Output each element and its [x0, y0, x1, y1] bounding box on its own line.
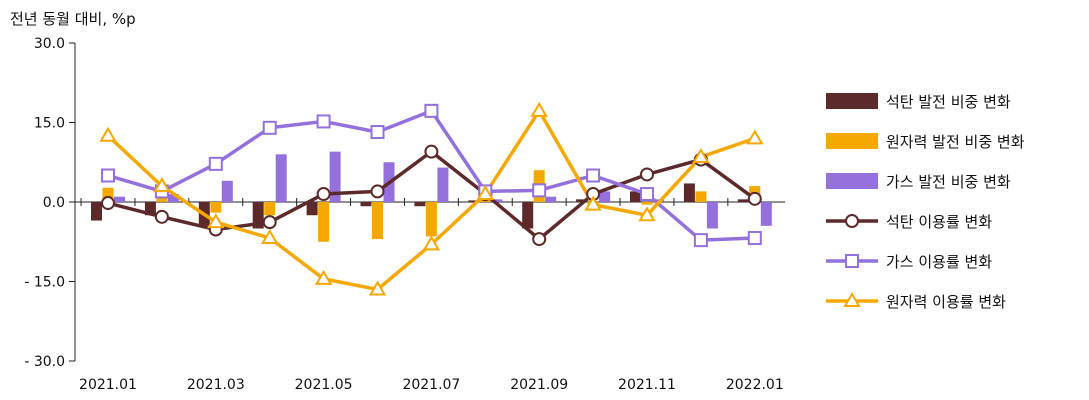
legend-marker	[845, 214, 859, 228]
legend-label: 석탄 이용률 변화	[886, 213, 992, 231]
y-axis-unit-label: 전년 동월 대비, %p	[10, 10, 136, 28]
data-point	[370, 184, 385, 199]
data-point	[747, 231, 762, 246]
bar	[576, 199, 588, 202]
x-tick-label: 2022.01	[726, 377, 784, 393]
bar-layer	[91, 151, 772, 242]
x-tick-label: 2021.07	[402, 377, 460, 393]
bar	[156, 196, 168, 202]
bar	[360, 202, 372, 207]
x-tick-label: 2021.05	[295, 377, 353, 393]
data-point	[101, 168, 115, 183]
bar	[329, 151, 341, 202]
bar	[318, 202, 330, 242]
bar	[599, 191, 611, 202]
data-point	[260, 229, 279, 245]
bar	[144, 202, 156, 216]
legend-label: 가스 이용률 변화	[886, 253, 992, 271]
data-point	[640, 187, 654, 202]
bar	[372, 202, 383, 240]
data-point	[476, 185, 495, 201]
data-point	[370, 125, 385, 140]
bar	[167, 194, 179, 202]
y-tick-label: - 30.0	[24, 354, 65, 370]
bar	[91, 202, 102, 221]
bar	[545, 196, 557, 202]
legend-label: 원자력 이용률 변화	[886, 293, 1006, 311]
x-tick-label: 2021.09	[510, 377, 568, 393]
data-point	[532, 183, 547, 198]
bar	[252, 202, 264, 229]
data-point	[101, 196, 115, 211]
data-point	[586, 168, 601, 183]
bar	[522, 202, 534, 229]
data-point	[208, 156, 223, 171]
data-point	[747, 191, 762, 206]
line-layer	[99, 101, 764, 296]
data-point	[368, 280, 387, 296]
x-tick-label: 2021.11	[618, 377, 676, 393]
x-tick-label: 2021.01	[79, 377, 137, 393]
y-tick-label: - 15.0	[24, 275, 65, 291]
data-point	[153, 177, 171, 193]
bar	[221, 180, 233, 202]
bar	[425, 202, 437, 237]
data-point	[424, 144, 439, 159]
legend-label: 원자력 발전 비중 변화	[886, 133, 1025, 151]
y-tick-label: 30.0	[34, 36, 65, 52]
legend-swatch	[826, 133, 878, 149]
legend-swatch	[826, 173, 878, 189]
legend-label: 가스 발전 비중 변화	[886, 173, 1011, 191]
y-tick-label: 15.0	[34, 116, 65, 132]
data-point	[638, 206, 656, 222]
bar	[630, 191, 641, 202]
bar	[414, 202, 426, 207]
data-point	[316, 114, 331, 129]
data-point	[746, 129, 764, 145]
bar	[210, 202, 222, 213]
bar	[114, 196, 125, 202]
data-point	[693, 233, 708, 248]
data-point	[262, 215, 277, 230]
data-point	[207, 213, 225, 229]
data-point	[530, 101, 548, 117]
legend-marker	[845, 254, 859, 268]
data-point	[262, 120, 277, 135]
bar	[437, 167, 449, 202]
bar	[706, 202, 718, 229]
data-point	[316, 187, 331, 202]
bar	[760, 202, 772, 226]
data-point	[314, 269, 333, 285]
data-point	[154, 209, 169, 224]
x-tick-label: 2021.03	[187, 377, 245, 393]
data-point	[99, 126, 117, 142]
bar	[641, 202, 653, 205]
data-point	[692, 147, 710, 163]
bar	[102, 187, 114, 202]
y-tick-label: 0.0	[43, 195, 65, 211]
legend-label: 석탄 발전 비중 변화	[886, 93, 1011, 111]
legend-marker	[843, 292, 861, 307]
bar	[468, 200, 480, 202]
bar	[264, 202, 276, 216]
bar	[491, 199, 503, 202]
bar	[695, 191, 707, 202]
data-point	[422, 235, 441, 251]
data-point	[640, 167, 654, 182]
bar	[737, 199, 749, 202]
bar	[275, 154, 287, 202]
data-point	[584, 195, 602, 211]
bar	[306, 202, 318, 216]
bar	[683, 183, 695, 202]
data-point	[424, 103, 439, 118]
data-point	[532, 232, 547, 247]
legend-swatch	[826, 93, 878, 109]
